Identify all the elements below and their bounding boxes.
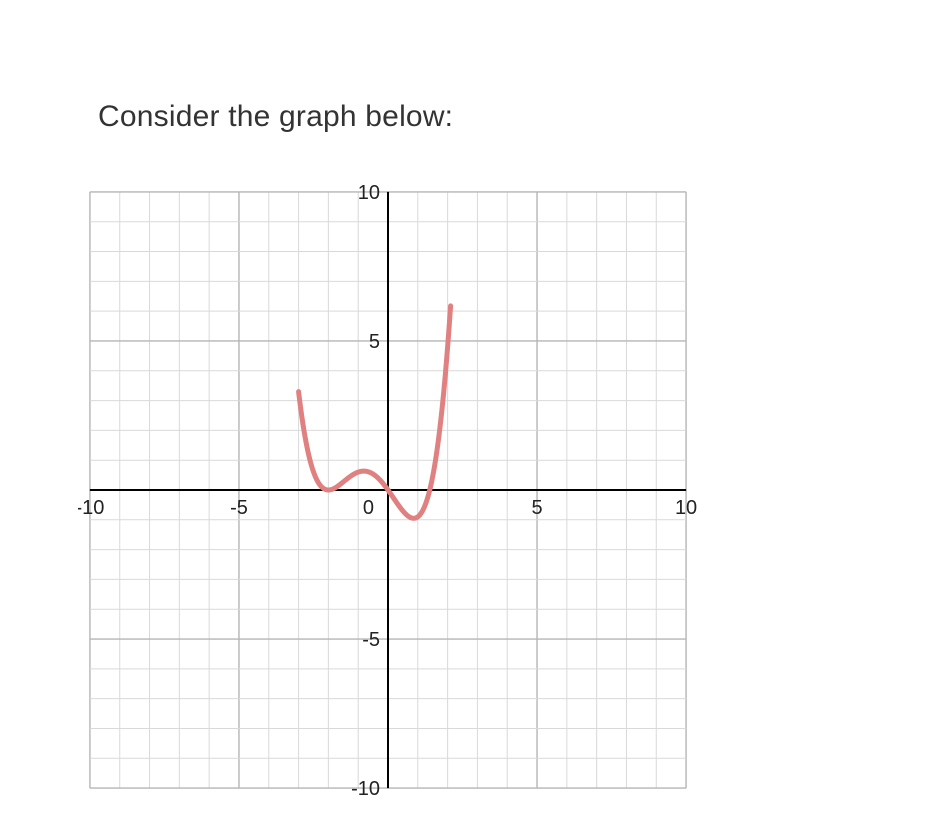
page: Consider the graph below: -10 -5 0 5 10 10 5 -5… xyxy=(0,0,934,832)
x-tick-label: 0 xyxy=(363,497,374,519)
graph-chart: -10 -5 0 5 10 10 5 -5 -10 xyxy=(78,180,698,800)
prompt-text: Consider the graph below: xyxy=(98,100,453,134)
x-tick-label: -5 xyxy=(230,497,248,519)
y-tick-label: 10 xyxy=(358,182,380,204)
y-tick-label: 5 xyxy=(369,331,380,353)
y-tick-label: -10 xyxy=(351,778,380,800)
x-tick-label: -10 xyxy=(78,497,104,519)
chart-svg: -10 -5 0 5 10 10 5 -5 -10 xyxy=(78,180,698,800)
y-tick-label: -5 xyxy=(362,629,380,651)
x-tick-label: 5 xyxy=(531,497,542,519)
x-tick-label: 10 xyxy=(675,497,697,519)
